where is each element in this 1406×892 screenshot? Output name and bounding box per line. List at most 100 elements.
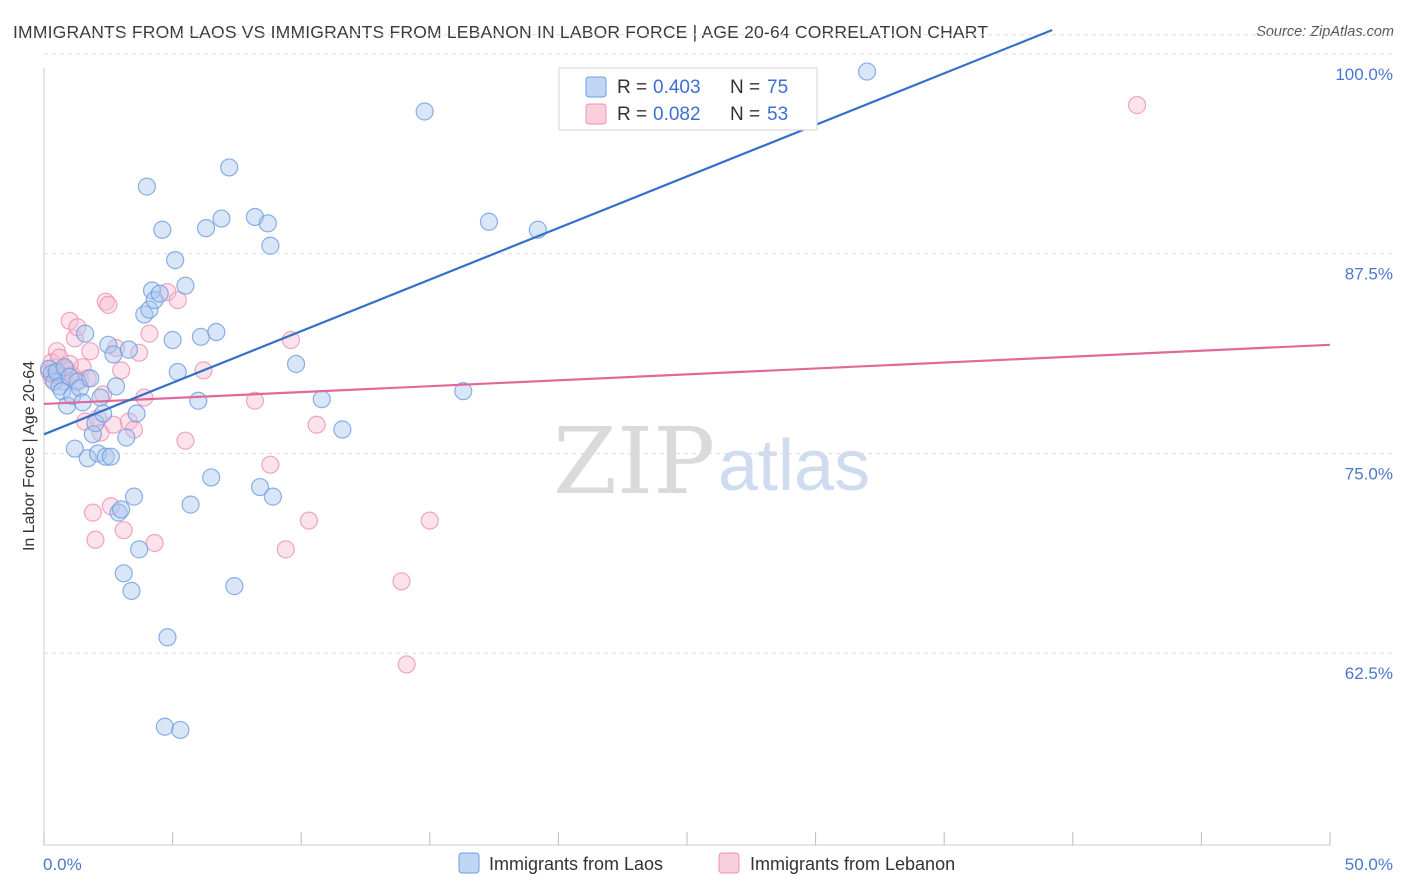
- legend-lebanon-r-label: R =: [617, 104, 647, 125]
- scatter-point: [212, 209, 231, 228]
- scatter-point: [155, 717, 174, 736]
- scatter-point: [94, 385, 113, 404]
- y-axis-title: In Labor Force | Age 20-64: [21, 361, 38, 551]
- series-laos-points: [40, 62, 877, 740]
- scatter-point: [176, 276, 195, 295]
- scatter-point: [415, 102, 434, 121]
- scatter-point: [50, 348, 69, 367]
- scatter-point: [99, 295, 118, 314]
- bottom-legend-laos-label: Immigrants from Laos: [489, 854, 663, 874]
- scatter-point: [112, 361, 131, 380]
- scatter-point: [91, 423, 110, 442]
- scatter-point: [96, 292, 115, 311]
- scatter-point: [101, 447, 120, 466]
- scatter-point: [106, 377, 126, 396]
- scatter-point: [250, 477, 270, 497]
- scatter-point: [117, 428, 136, 447]
- scatter-point: [392, 572, 411, 591]
- scatter-point: [1127, 96, 1147, 115]
- scatter-point: [55, 358, 74, 377]
- legend-laos-r-value: 0.403: [653, 77, 701, 98]
- scatter-point: [333, 420, 352, 439]
- scatter-point: [150, 284, 169, 303]
- scatter-point: [276, 540, 295, 559]
- scatter-point: [122, 581, 141, 601]
- trend-line-laos: [43, 28, 1053, 436]
- y-tick-labels: 62.5% 75.0% 87.5% 100.0%: [1335, 65, 1393, 683]
- scatter-point: [189, 391, 208, 410]
- legend-lebanon-n-label: N =: [730, 104, 760, 125]
- scatter-point: [137, 177, 156, 196]
- x-axis-ticks: [43, 832, 1331, 845]
- scatter-point: [130, 343, 149, 362]
- scatter-point: [166, 251, 185, 270]
- trend-lines: [43, 28, 1331, 436]
- scatter-point: [60, 354, 79, 374]
- scatter-point: [281, 330, 301, 350]
- legend-lebanon-n-value: 53: [767, 104, 788, 125]
- scatter-point: [168, 290, 187, 310]
- scatter-point: [76, 324, 95, 343]
- scatter-point: [258, 214, 277, 233]
- scatter-point: [114, 521, 133, 540]
- bottom-legend: Immigrants from Laos Immigrants from Leb…: [458, 852, 955, 874]
- scatter-point: [78, 449, 97, 468]
- scatter-point: [83, 503, 102, 522]
- scatter-point: [207, 322, 226, 342]
- y-tick-label: 87.5%: [1345, 265, 1393, 284]
- scatter-point: [119, 340, 138, 359]
- scatter-point: [124, 487, 144, 506]
- scatter-point: [286, 354, 306, 374]
- x-tick-label-max: 50.0%: [1345, 855, 1393, 874]
- scatter-point: [145, 533, 164, 553]
- scatter-point: [127, 404, 146, 423]
- legend-laos-n-label: N =: [730, 77, 760, 98]
- scatter-point: [225, 577, 244, 596]
- x-tick-label-min: 0.0%: [43, 855, 82, 874]
- scatter-point: [91, 388, 110, 407]
- y-tick-label: 75.0%: [1345, 464, 1393, 483]
- scatter-point: [176, 431, 195, 450]
- bottom-legend-lebanon-swatch: [718, 852, 740, 874]
- scatter-point: [65, 329, 84, 348]
- y-tick-label: 100.0%: [1335, 65, 1393, 84]
- scatter-point: [130, 540, 149, 559]
- scatter-point: [96, 447, 115, 466]
- scatter-point: [479, 212, 499, 231]
- legend-lebanon-swatch: [585, 103, 607, 125]
- legend-laos-swatch: [585, 76, 607, 98]
- scatter-point: [112, 500, 131, 519]
- scatter-point: [140, 300, 159, 319]
- scatter-point: [196, 219, 216, 238]
- scatter-point: [109, 503, 128, 522]
- scatter-point: [153, 220, 172, 239]
- bottom-legend-laos-swatch: [458, 852, 480, 874]
- scatter-point: [86, 530, 105, 549]
- scatter-point: [163, 330, 182, 350]
- scatter-point: [312, 390, 331, 409]
- scatter-point: [104, 345, 123, 364]
- bottom-legend-lebanon-label: Immigrants from Lebanon: [750, 854, 955, 874]
- scatter-point: [191, 327, 210, 346]
- scatter-point: [261, 455, 280, 474]
- scatter-point: [140, 324, 159, 343]
- scatter-point: [857, 62, 877, 81]
- chart-title: IMMIGRANTS FROM LAOS VS IMMIGRANTS FROM …: [13, 22, 989, 42]
- series-lebanon-points: [40, 96, 1147, 674]
- scatter-point: [263, 487, 283, 506]
- y-tick-label: 62.5%: [1345, 664, 1393, 683]
- scatter-point: [99, 335, 118, 354]
- scatter-point: [454, 382, 473, 401]
- scatter-point: [158, 628, 177, 647]
- scatter-point: [307, 415, 326, 434]
- scatter-point: [202, 468, 221, 487]
- scatter-point: [83, 425, 102, 444]
- watermark-zip: ZIP: [553, 408, 715, 515]
- scatter-point: [220, 158, 239, 177]
- top-legend: R = 0.403 N = 75 R = 0.082 N = 53: [558, 67, 818, 131]
- scatter-point: [104, 415, 123, 434]
- scatter-point: [65, 439, 84, 458]
- scatter-point: [261, 236, 280, 255]
- trend-line-lebanon: [43, 343, 1331, 406]
